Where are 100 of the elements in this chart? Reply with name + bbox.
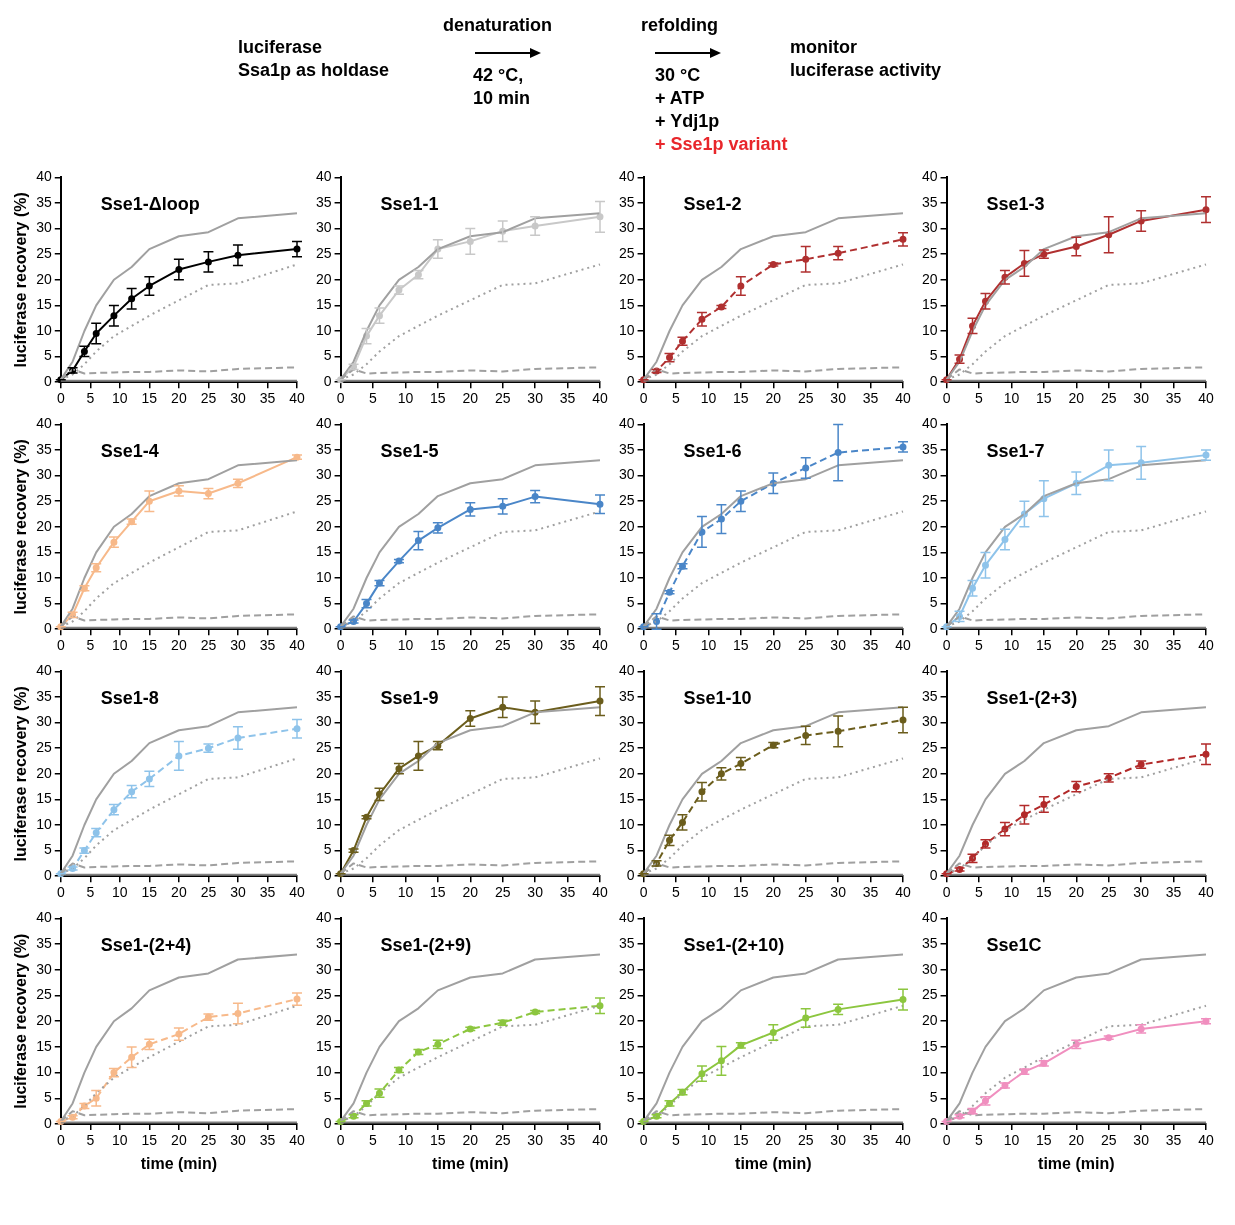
y-tick-label: 20 [618,1012,635,1029]
y-tick-label: 10 [315,1063,332,1080]
y-tick-label: 0 [323,373,332,390]
y-tick-label: 30 [315,713,332,730]
y-tick-label: 30 [315,219,332,236]
x-tick-label: 10 [112,637,128,654]
y-tick-label: 25 [618,986,635,1003]
x-tick-label: 25 [494,637,511,654]
x-tick-label: 15 [141,884,158,901]
y-tick-label: 25 [315,245,332,262]
x-tick-label: 35 [559,390,576,407]
text: luciferase Ssa1p as holdase [238,36,390,82]
x-tick-label: 15 [733,637,749,654]
x-tick-label: 35 [862,884,879,901]
y-tick-label: 20 [36,1012,52,1029]
y-tick-label: 25 [921,245,938,262]
x-tick-label: 5 [86,637,95,654]
x-tick-label: 35 [559,637,576,654]
y-tick-label: 25 [315,986,332,1003]
y-tick-label: 40 [618,168,635,185]
x-tick-label: 15 [141,637,158,654]
x-tick-label: 10 [397,1132,414,1149]
y-tick-label: 0 [43,1114,52,1131]
x-tick-label: 10 [397,390,414,407]
y-tick-label: 0 [929,1114,938,1131]
x-tick-label: 35 [259,390,276,407]
x-axis-title: time (min) [1038,1154,1115,1172]
x-tick-label: 40 [592,637,608,654]
y-tick-label: 5 [626,594,635,611]
x-tick-label: 5 [369,390,378,407]
y-tick-label: 30 [618,960,635,977]
x-tick-label: 40 [1198,884,1214,901]
x-tick-label: 20 [171,390,187,407]
x-tick-label: 30 [230,1132,246,1149]
y-tick-label: 25 [315,739,332,756]
y-tick-label: 40 [618,909,635,926]
x-tick-label: 35 [259,884,276,901]
y-tick-label: 40 [36,415,52,432]
x-tick-label: 15 [733,884,749,901]
x-tick-label: 35 [862,390,879,407]
y-tick-label: 0 [43,373,52,390]
y-tick-label: 40 [921,415,938,432]
x-tick-label: 40 [289,637,305,654]
y-tick-label: 10 [618,321,635,338]
y-tick-label: 40 [36,662,52,679]
x-tick-label: 20 [765,884,782,901]
y-tick-label: 20 [921,1012,938,1029]
x-tick-label: 15 [1036,390,1052,407]
x-tick-label: 40 [1198,390,1214,407]
text: Sse1-7 [986,441,1045,462]
y-tick-label: 25 [921,986,938,1003]
y-tick-label: 15 [36,790,52,807]
text: + Sse1p variant [655,133,788,156]
y-tick-label: 5 [43,594,52,611]
x-axis-title: time (min) [432,1154,509,1172]
y-tick-label: 35 [315,934,332,951]
x-tick-label: 5 [672,884,681,901]
y-tick-label: 40 [618,415,635,432]
x-tick-label: 35 [862,637,879,654]
x-tick-label: 15 [141,1132,158,1149]
y-tick-label: 30 [618,713,635,730]
x-tick-label: 5 [672,390,681,407]
x-tick-label: 20 [765,637,782,654]
y-tick-label: 35 [921,934,938,951]
y-tick-label: 10 [618,1063,635,1080]
x-tick-label: 40 [592,1132,608,1149]
y-tick-label: 20 [921,270,938,287]
x-tick-label: 30 [830,390,847,407]
y-tick-label: 15 [921,543,938,560]
y-tick-label: 5 [323,347,332,364]
x-tick-label: 35 [259,637,276,654]
x-tick-label: 40 [289,884,305,901]
y-tick-label: 5 [323,1089,332,1106]
y-tick-label: 40 [618,662,635,679]
y-tick-label: 5 [323,594,332,611]
y-tick-label: 35 [921,440,938,457]
x-tick-label: 25 [797,1132,814,1149]
x-tick-label: 35 [559,884,576,901]
x-tick-label: 40 [895,390,911,407]
y-tick-label: 35 [618,193,635,210]
x-tick-label: 25 [494,1132,511,1149]
x-tick-label: 15 [141,390,158,407]
x-tick-label: 15 [733,1132,749,1149]
x-tick-label: 5 [975,884,984,901]
x-tick-label: 5 [975,1132,984,1149]
y-tick-label: 5 [43,1089,52,1106]
x-tick-label: 0 [942,884,951,901]
x-tick-label: 0 [639,884,648,901]
y-tick-label: 0 [626,373,635,390]
text: 30 °C + ATP + Ydj1p [655,64,720,133]
y-tick-label: 35 [618,934,635,951]
y-tick-label: 15 [618,543,635,560]
x-tick-label: 15 [430,884,446,901]
y-tick-label: 25 [921,492,938,509]
x-tick-label: 10 [700,884,717,901]
x-tick-label: 5 [86,1132,95,1149]
text: Sse1-6 [683,441,742,462]
x-tick-label: 40 [895,1132,911,1149]
x-tick-label: 35 [559,1132,576,1149]
x-tick-label: 30 [527,1132,544,1149]
